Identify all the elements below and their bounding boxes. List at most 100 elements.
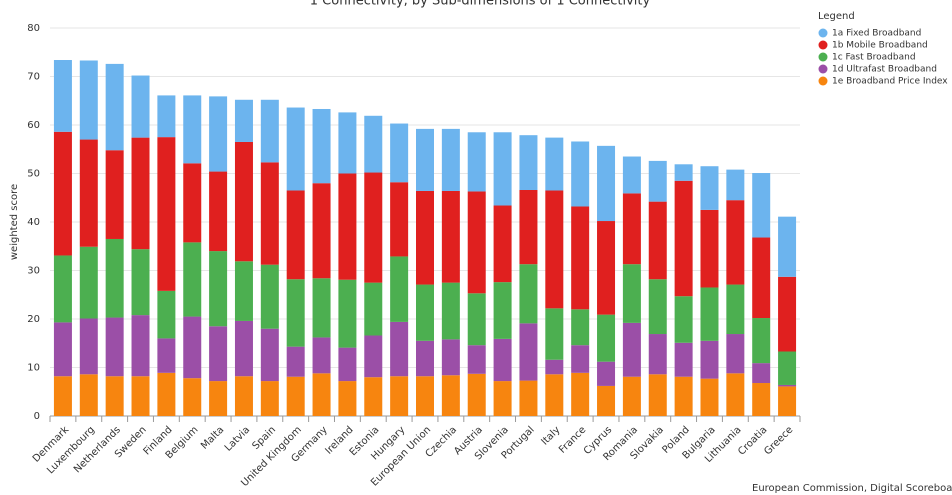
legend-title: Legend <box>818 11 855 22</box>
bar-segment <box>183 378 202 416</box>
bar-segment <box>467 191 486 294</box>
bar-segment <box>390 321 409 377</box>
bar-segment <box>338 347 357 382</box>
bar-segment <box>286 346 305 377</box>
bar-segment <box>545 137 564 191</box>
bar-segment <box>493 338 512 382</box>
bar-segment <box>571 309 590 346</box>
y-axis-label: weighted score <box>9 184 20 260</box>
bar-segment <box>416 190 434 285</box>
bar-segment <box>416 376 434 416</box>
bar-segment <box>364 172 383 283</box>
bar-segment <box>79 246 98 319</box>
bar-segment <box>467 345 486 374</box>
bar-segment <box>131 315 150 377</box>
bar-segment <box>209 171 228 252</box>
bar-segment <box>519 189 538 265</box>
bar-segment <box>79 60 98 140</box>
x-tick-label: Greece <box>762 424 795 457</box>
bar-segment <box>519 323 538 381</box>
legend-label: 1a Fixed Broadband <box>832 29 921 39</box>
bar-segment <box>493 381 512 416</box>
bar-segment <box>338 173 357 280</box>
y-tick-label: 0 <box>34 411 40 422</box>
bar-segment <box>286 376 305 416</box>
bar-segment <box>183 316 202 379</box>
bar-segment <box>234 141 253 262</box>
bar-segment <box>157 137 176 291</box>
bar-segment <box>209 381 228 416</box>
bar-segment <box>545 374 564 416</box>
bar-segment <box>131 376 150 416</box>
bar-segment <box>519 264 538 324</box>
legend-label: 1c Fast Broadband <box>832 53 916 63</box>
legend-marker <box>818 52 828 62</box>
bar-segment <box>416 284 434 341</box>
bar-segment <box>726 169 745 201</box>
source: European Commission, Digital Scoreboa <box>752 483 952 494</box>
bar-segment <box>674 164 693 181</box>
bar-segment <box>390 256 409 322</box>
bar-segment <box>338 112 357 174</box>
bar-segment <box>648 334 667 375</box>
bar-segment <box>726 284 745 335</box>
bar-segment <box>209 96 228 172</box>
bar-segment <box>545 308 564 360</box>
bar-segment <box>286 279 305 347</box>
legend-marker <box>818 28 828 38</box>
bar-segment <box>312 183 331 279</box>
bar-segment <box>131 249 150 316</box>
bar-segment <box>467 132 486 192</box>
bar-segment <box>752 363 771 384</box>
bar-segment <box>752 318 771 364</box>
bar-segment <box>79 374 98 416</box>
bar-segment <box>79 139 98 247</box>
bar-segment <box>622 322 641 377</box>
bar-segment <box>53 322 72 377</box>
bar-segment <box>312 108 331 184</box>
bar-segment <box>597 385 616 416</box>
y-tick-label: 80 <box>27 23 40 34</box>
chart-title: 1 Connectivity, by Sub-dimensions of 1 C… <box>310 0 651 9</box>
bar-segment <box>674 180 693 297</box>
bar-segment <box>416 128 434 191</box>
bar-segment <box>312 373 331 416</box>
y-tick-label: 10 <box>27 363 40 374</box>
bar-segment <box>597 314 616 362</box>
bar-segment <box>157 95 176 138</box>
bar-segment <box>79 318 98 375</box>
bar-segment <box>622 193 641 265</box>
x-tick-label: Malta <box>199 424 226 451</box>
x-tick-label: Italy <box>539 424 562 447</box>
bar-segment <box>234 320 253 377</box>
y-tick-label: 30 <box>27 266 40 277</box>
bar-segment <box>131 75 150 138</box>
bar-segment <box>441 339 460 376</box>
bar-segment <box>778 351 797 385</box>
bar-segment <box>674 342 693 377</box>
bar-segment <box>674 296 693 343</box>
bar-segment <box>726 200 745 285</box>
bar-segment <box>622 376 641 416</box>
bar-segment <box>441 128 460 191</box>
bar-segment <box>105 150 124 239</box>
legend-marker <box>818 64 828 74</box>
bar-segment <box>183 163 202 243</box>
bar-segment <box>700 209 719 288</box>
bar-segment <box>726 373 745 416</box>
bar-segment <box>157 290 176 339</box>
bar-segment <box>441 282 460 340</box>
bar-segment <box>700 378 719 416</box>
bar-segment <box>467 293 486 346</box>
bar-segment <box>364 282 383 336</box>
bar-segment <box>545 359 564 375</box>
bar-segment <box>157 338 176 373</box>
bar-segment <box>622 264 641 323</box>
y-tick-label: 60 <box>27 120 40 131</box>
bar-segment <box>597 221 616 315</box>
bar-segment <box>416 340 434 377</box>
bar-segment <box>674 376 693 416</box>
legend-label: 1e Broadband Price Index <box>832 77 948 87</box>
bar-segment <box>778 276 797 352</box>
